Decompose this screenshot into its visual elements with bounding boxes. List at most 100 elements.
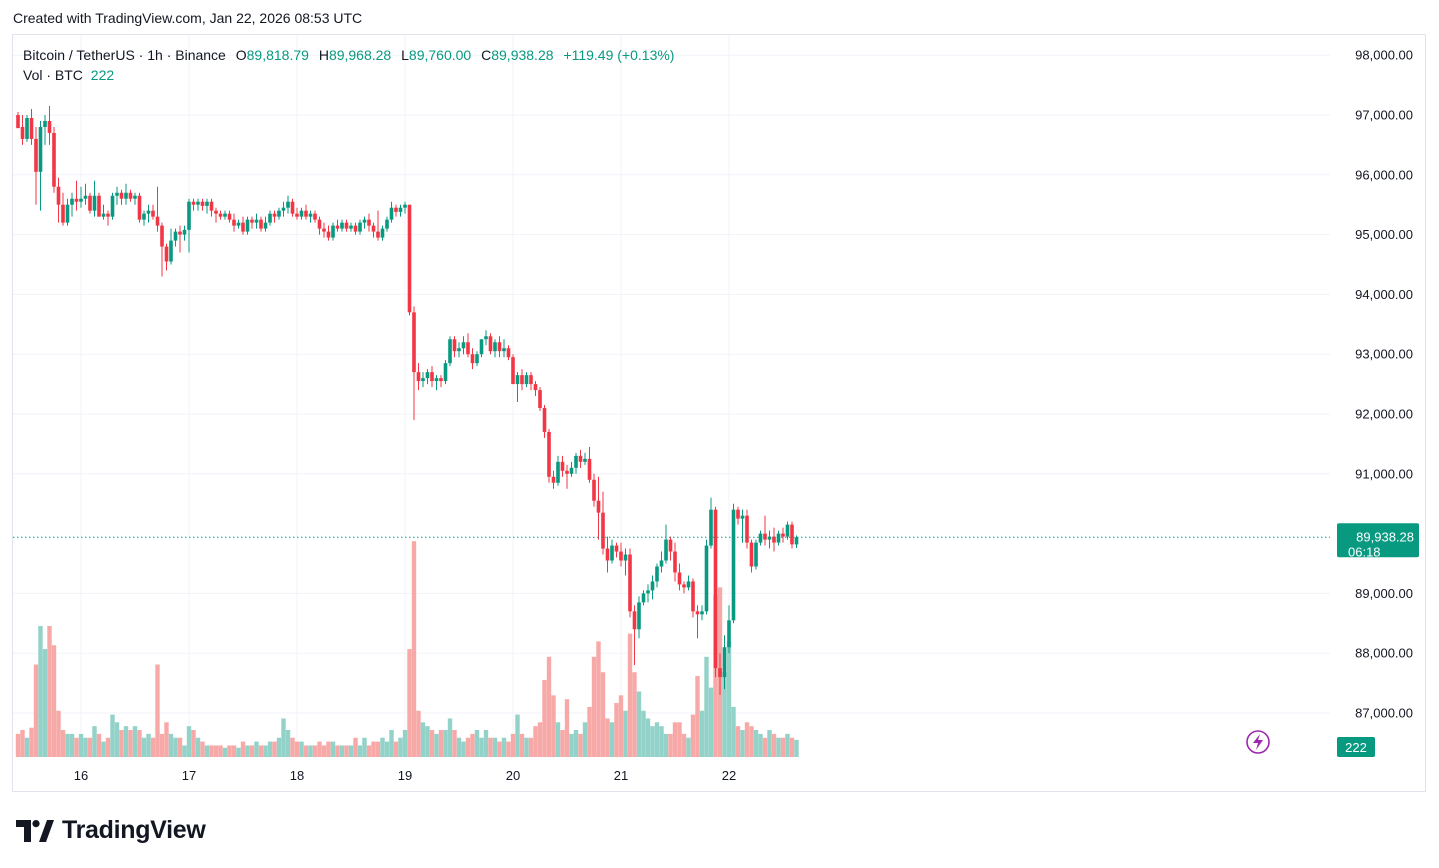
candle-body [583, 458, 587, 462]
candle-body [362, 219, 367, 223]
volume-bar [128, 730, 133, 757]
candle-body [515, 375, 520, 385]
candle-body [574, 455, 578, 468]
volume-bar [182, 745, 187, 757]
volume-bar [330, 741, 336, 757]
volume-bar [546, 656, 552, 757]
candle-body [61, 204, 65, 223]
y-tick-label: 92,000.00 [1355, 407, 1413, 422]
volume-bar [695, 676, 700, 757]
volume-bar [497, 741, 502, 757]
volume-bar [254, 741, 259, 757]
volume-bar [771, 733, 777, 757]
volume-bar [317, 741, 322, 757]
volume-bar [267, 741, 273, 757]
candle-body [142, 213, 146, 220]
candle-body [128, 192, 133, 199]
volume-bar [101, 741, 106, 757]
candle-body [520, 375, 524, 385]
volume-bar [164, 722, 169, 757]
volume-bar [699, 710, 705, 757]
candle-body [745, 515, 749, 543]
x-tick-label: 21 [614, 768, 628, 783]
candle-body [313, 213, 317, 220]
candle-body [772, 536, 776, 543]
volume-bar [393, 741, 399, 757]
volume-bar [573, 730, 579, 757]
grid-lines [13, 35, 1330, 758]
volume-bar [366, 745, 372, 757]
candle-body [569, 467, 574, 474]
volume-bar [726, 641, 732, 757]
volume-bar [146, 733, 151, 757]
time-axis: 16 17 18 19 20 21 22 [74, 768, 736, 783]
volume-bar [659, 726, 664, 757]
candle-body [232, 219, 236, 226]
volume-bar [420, 722, 426, 757]
volume-bar [479, 737, 484, 757]
volume-bar [326, 741, 331, 757]
candle-body [758, 533, 763, 543]
volume-bar [389, 730, 394, 757]
candle-body [434, 378, 439, 382]
volume-bar [708, 687, 714, 757]
y-tick-label: 95,000.00 [1355, 227, 1413, 242]
current-price-text: 89,938.28 [1356, 529, 1414, 544]
candle-body [173, 231, 178, 241]
candle-body [632, 611, 637, 630]
volume-bar [177, 737, 183, 757]
chart-caption: Created with TradingView.com, Jan 22, 20… [13, 10, 363, 26]
candle-body [97, 195, 101, 217]
volume-bar [704, 656, 709, 757]
candle-body [605, 548, 610, 561]
volume-bar [609, 722, 615, 757]
volume-bar [42, 649, 48, 757]
volume-bar [555, 722, 561, 757]
price-candles [16, 106, 799, 696]
volume-bar [654, 722, 660, 757]
low-value: 89,760.00 [408, 47, 472, 63]
volume-bar [56, 710, 61, 757]
candle-body [718, 668, 722, 678]
tradingview-logo[interactable]: TradingView [16, 816, 206, 845]
volume-bar [762, 737, 768, 757]
lightning-icon[interactable] [1246, 730, 1270, 754]
volume-bar [303, 745, 309, 757]
candle-body [578, 455, 583, 462]
symbol-label[interactable]: Bitcoin / TetherUS · 1h · Binance [23, 47, 226, 63]
volume-bar [767, 730, 772, 757]
volume-bar [321, 745, 327, 757]
candle-body [358, 222, 362, 232]
volume-label[interactable]: Vol · BTC [23, 67, 83, 83]
candle-body [335, 225, 340, 229]
candle-body [736, 509, 740, 519]
volume-bar [195, 737, 201, 757]
chart-frame [12, 34, 1426, 792]
volume-bar [398, 737, 403, 757]
candle-body [200, 201, 205, 206]
candle-body [538, 390, 542, 409]
volume-bar [542, 679, 547, 757]
legend-volume-row: Vol · BTC 222 [23, 65, 674, 85]
price-axis: 87,000.00 88,000.00 89,000.00 91,000.00 92,0… [1355, 48, 1413, 721]
volume-bar [632, 672, 637, 757]
candle-body [646, 590, 650, 594]
volume-bar [263, 745, 268, 757]
candle-body [133, 195, 137, 199]
candle-body [641, 593, 646, 603]
candle-body [209, 201, 214, 211]
volume-bar [141, 737, 147, 757]
volume-bar [456, 737, 462, 757]
volume-bar [344, 745, 349, 757]
volume-bar [173, 737, 178, 757]
candle-body [394, 207, 398, 212]
volume-bar [483, 730, 489, 757]
candle-body [70, 198, 74, 205]
candle-body [47, 120, 52, 133]
candle-body [241, 222, 245, 232]
volume-bar [60, 730, 66, 757]
volume-bar [587, 706, 592, 757]
y-tick-label: 91,000.00 [1355, 466, 1413, 481]
candle-body [326, 231, 331, 238]
